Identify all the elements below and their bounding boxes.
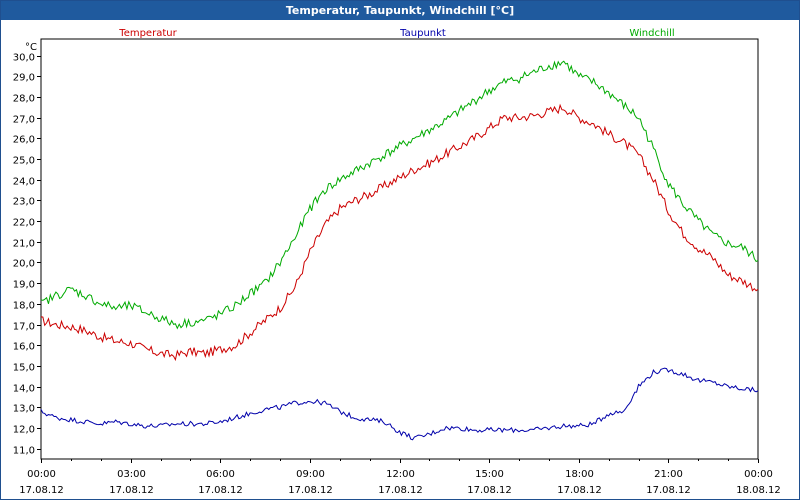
y-tick-label: 21,0 [13,239,35,250]
x-tick-date-label: 17.08.12 [19,485,64,496]
legend-temperatur: Temperatur [118,28,177,39]
y-tick-label: 25,0 [13,156,35,167]
x-tick-time-label: 15:00 [475,469,504,480]
x-tick-date-label: 17.08.12 [109,485,154,496]
x-tick-date-label: 17.08.12 [288,485,333,496]
y-tick-label: 14,0 [13,384,35,395]
y-tick-label: 17,0 [13,322,35,333]
legend: Temperatur Taupunkt Windchill [118,28,674,39]
y-tick-label: 24,0 [13,177,35,188]
series [40,60,759,441]
x-tick-date-label: 17.08.12 [378,485,423,496]
x-tick-time-label: 12:00 [386,469,415,480]
x-tick-time-label: 09:00 [296,469,325,480]
y-tick-label: 30,0 [13,53,35,64]
y-tick-label: 23,0 [13,197,35,208]
y-tick-label: 19,0 [13,280,35,291]
series-line-windchill [40,60,759,330]
series-line-taupunkt [40,367,759,441]
x-tick-time-label: 18:00 [565,469,594,480]
axes: 30,0 29,0 28,0 27,0 26,0 25,0 24,0 23,0 22,0 21,0… [13,38,781,496]
y-tick-label: 13,0 [13,404,35,415]
x-tick-date-label: 17.08.12 [198,485,243,496]
x-tick-date-label: 18.08.12 [736,485,781,496]
y-tick-label: 16,0 [13,342,35,353]
x-tick-time-label: 21:00 [654,469,683,480]
window-title: Temperatur, Taupunkt, Windchill [°C] [1,1,799,20]
x-tick-date-label: 17.08.12 [557,485,602,496]
y-tick-label: 29,0 [13,73,35,84]
y-axis-label: °C [25,42,37,53]
legend-taupunkt: Taupunkt [399,28,446,39]
plot-area [40,38,759,460]
x-tick-time-label: 03:00 [117,469,146,480]
y-tick-label: 26,0 [13,135,35,146]
x-tick-date-label: 17.08.12 [646,485,691,496]
legend-windchill: Windchill [629,28,674,39]
y-tick-label: 22,0 [13,218,35,229]
series-line-temperatur [40,103,759,362]
x-tick-time-label: 00:00 [744,469,773,480]
y-tick-label: 12,0 [13,425,35,436]
y-tick-label: 28,0 [13,94,35,105]
x-tick-time-label: 00:00 [27,469,56,480]
y-tick-label: 15,0 [13,363,35,374]
x-tick-time-label: 06:00 [206,469,235,480]
x-tick-date-label: 17.08.12 [467,485,512,496]
y-tick-label: 20,0 [13,259,35,270]
y-tick-label: 11,0 [13,446,35,457]
y-tick-label: 18,0 [13,301,35,312]
y-tick-label: 27,0 [13,115,35,126]
